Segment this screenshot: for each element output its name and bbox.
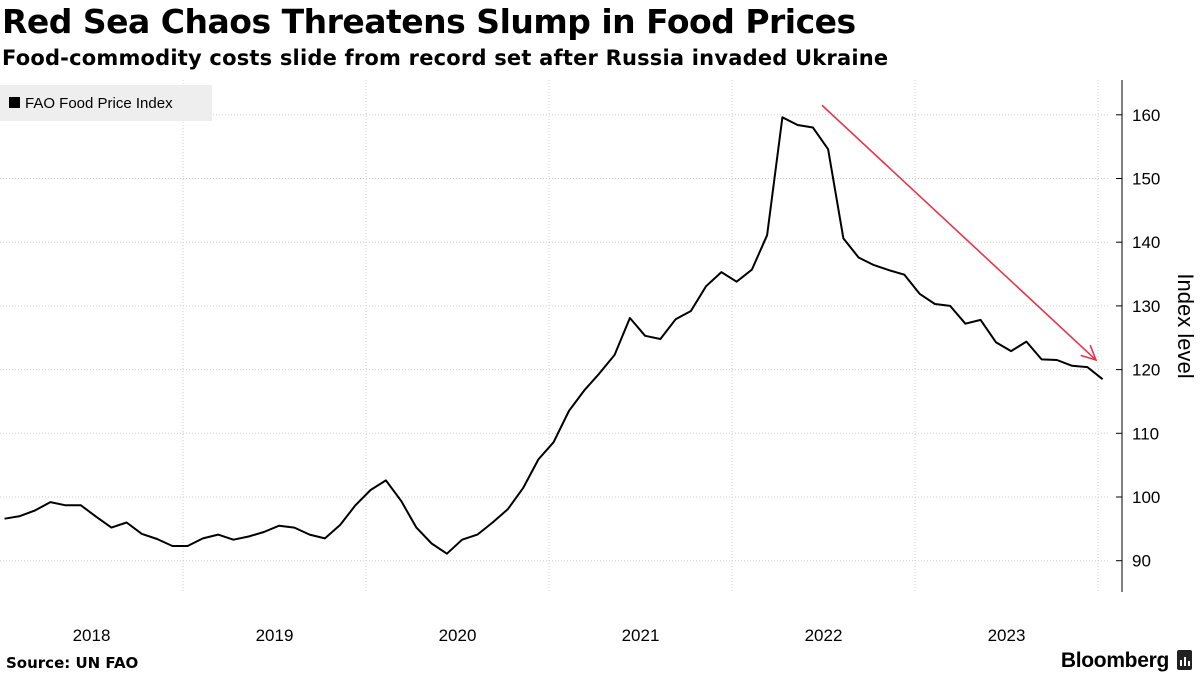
legend: FAO Food Price Index <box>0 85 212 121</box>
x-tick-label: 2021 <box>622 626 660 645</box>
x-tick-label: 2023 <box>988 626 1026 645</box>
source-note: Source: UN FAO <box>6 654 139 672</box>
y-tick-label: 120 <box>1132 361 1160 380</box>
series-layer <box>4 116 1104 555</box>
series-line-fao-food-price-index <box>4 116 1104 555</box>
legend-swatch <box>9 97 20 108</box>
chart-subtitle: Food-commodity costs slide from record s… <box>2 46 889 70</box>
x-tick-label: 2018 <box>73 626 111 645</box>
annotation-layer <box>821 104 1098 362</box>
y-tick-label: 140 <box>1132 233 1160 252</box>
y-tick-label: 150 <box>1132 170 1160 189</box>
x-tick-label: 2022 <box>805 626 843 645</box>
y-axis-label: Index level <box>1173 273 1198 378</box>
y-tick-label: 90 <box>1132 552 1151 571</box>
legend-label: FAO Food Price Index <box>25 95 173 112</box>
y-tick-label: 160 <box>1132 106 1160 125</box>
x-tick-label: 2019 <box>256 626 294 645</box>
y-tick-label: 130 <box>1132 297 1160 316</box>
y-tick-label: 110 <box>1132 424 1159 443</box>
x-tick-label: 2020 <box>439 626 477 645</box>
grid-layer <box>0 80 1110 592</box>
bloomberg-terminal-icon <box>1177 650 1192 670</box>
chart-title: Red Sea Chaos Threatens Slump in Food Pr… <box>2 2 856 41</box>
trend-arrow-head <box>1080 344 1098 362</box>
y-tick-label: 100 <box>1132 488 1160 507</box>
legend-background <box>0 85 212 121</box>
axis-layer: 90 100 110 120 130 140 150 160 2018 2019 2020 2021 2… <box>73 80 1198 645</box>
trend-arrow-shaft <box>821 104 1097 361</box>
bloomberg-logo: Bloomberg <box>1060 649 1169 672</box>
